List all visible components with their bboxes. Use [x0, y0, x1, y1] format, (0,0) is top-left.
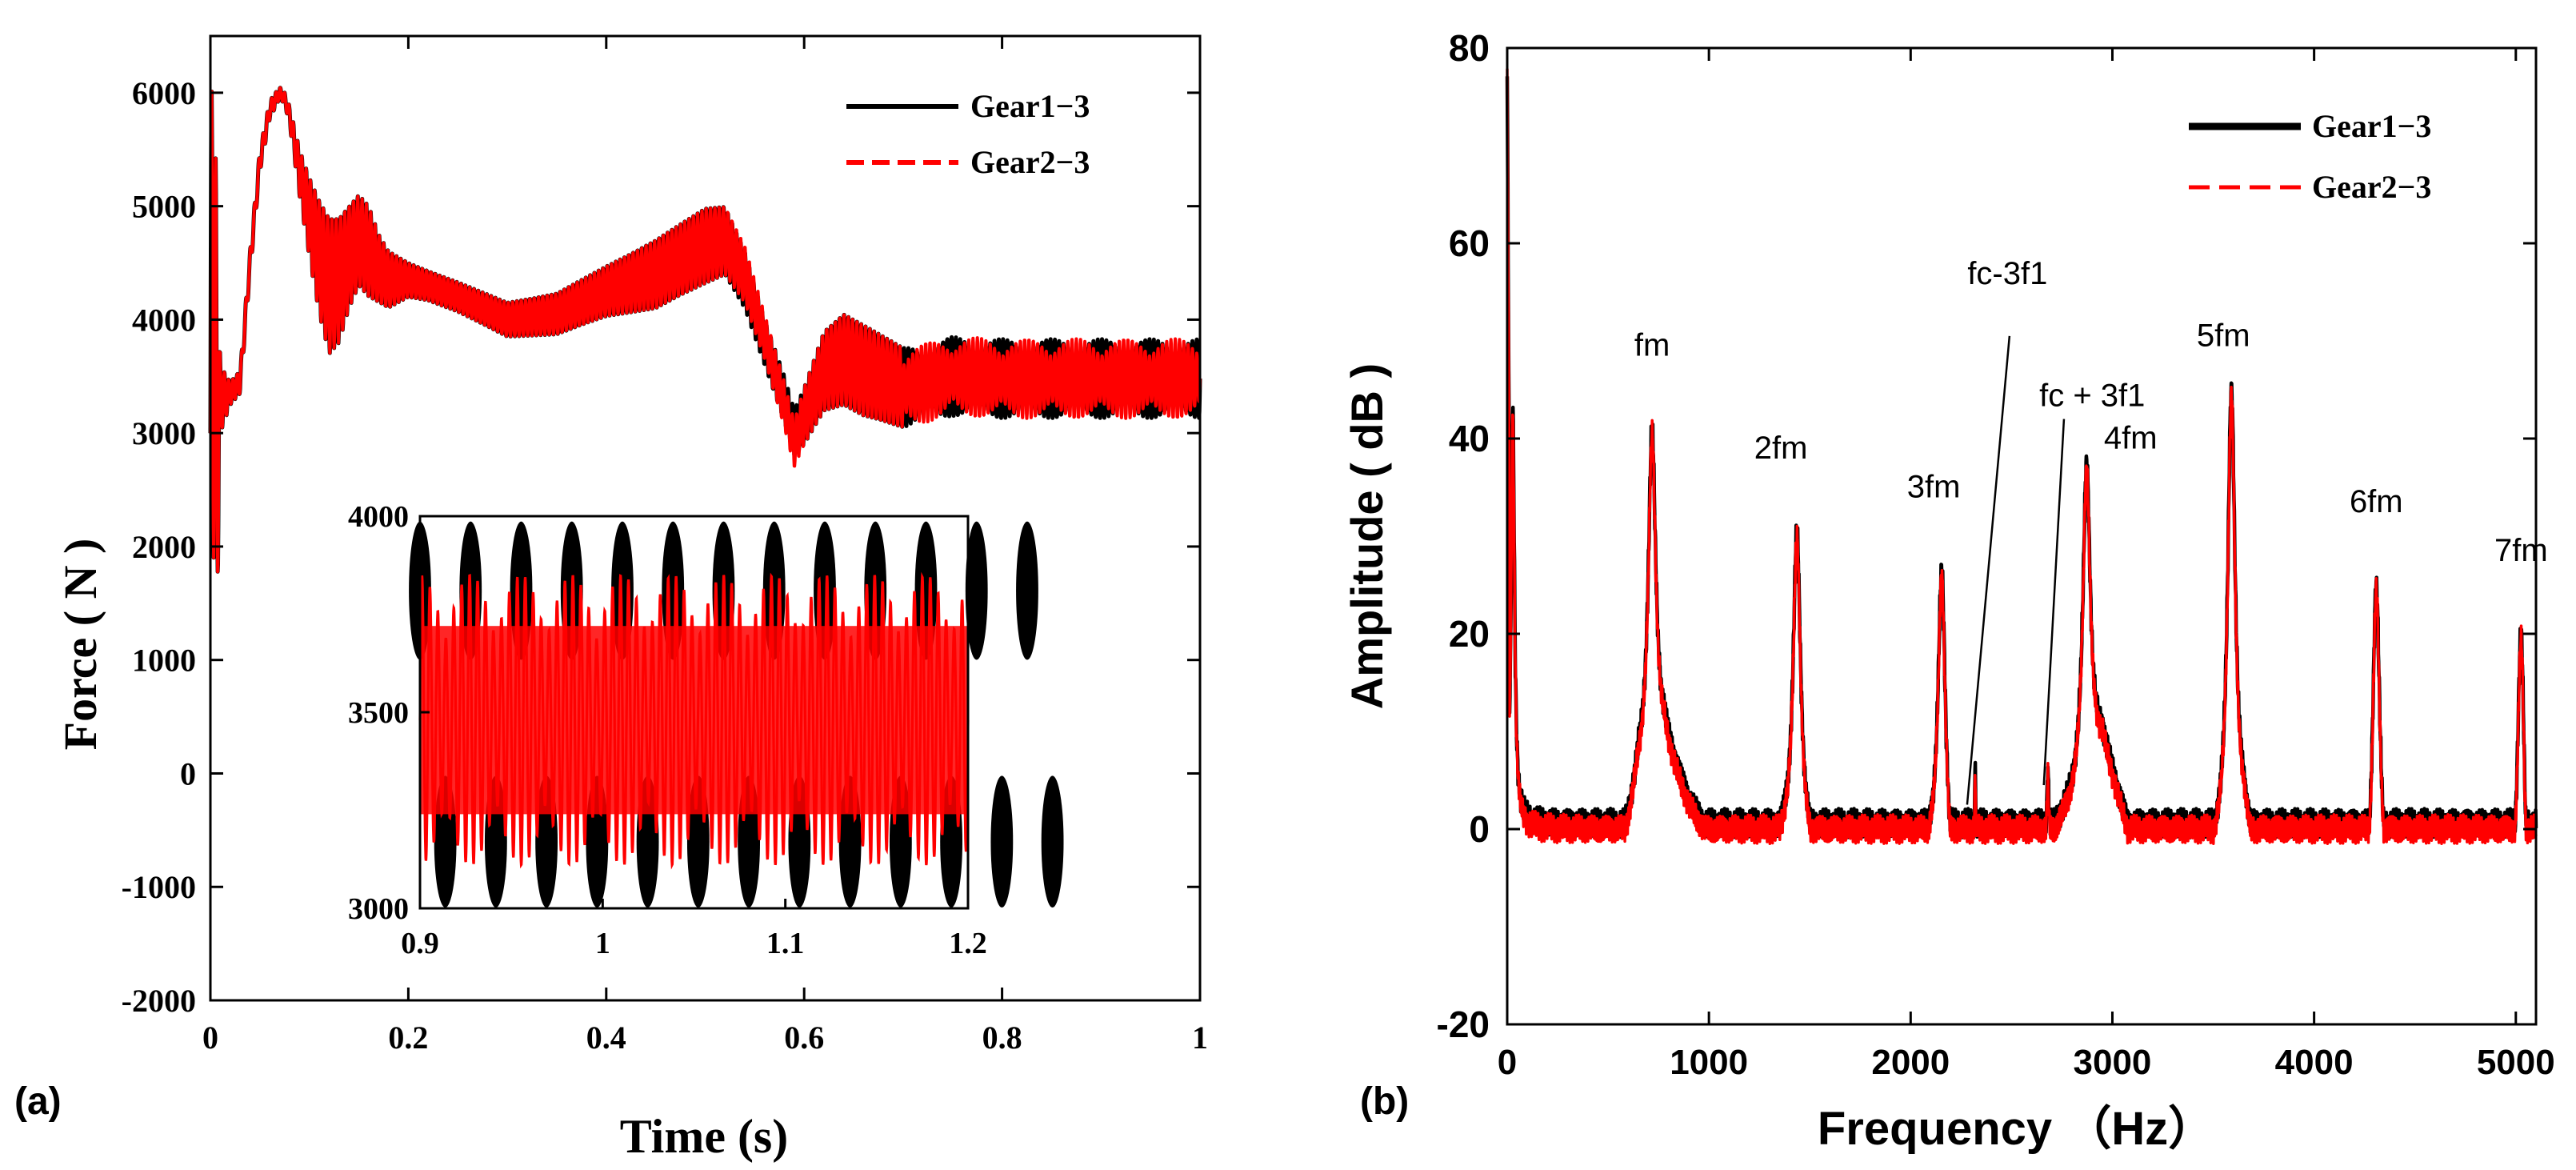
y-tick-label: 80 [1449, 27, 1490, 69]
y-tick-label: 2000 [132, 529, 196, 565]
panel-a-label: (a) [14, 1080, 62, 1123]
y-tick-label: 3000 [132, 415, 196, 451]
y-tick-label: -20 [1437, 1004, 1490, 1045]
x-tick-label: 0.4 [586, 1020, 626, 1056]
panel-b-ylabel: Amplitude ( dB ) [1342, 363, 1392, 709]
y-tick-label: 40 [1449, 418, 1490, 459]
inset-series-group [409, 521, 1064, 908]
y-tick-label: 0 [180, 755, 196, 791]
panel-b-xlabel: Frequency （Hz） [1818, 1103, 2214, 1155]
y-tick-label: 4000 [132, 302, 196, 338]
panel-b-axes-box [1506, 46, 2538, 1026]
y-tick-label: 0 [1469, 808, 1490, 850]
sideband-label-fc-3f1: fc-3f1 [1967, 256, 2047, 291]
panel-a-ticks: 0 0.2 0.4 0.6 0.8 1 -2000 -1000 0 1000 2000 3000 400… [122, 36, 1208, 1056]
panel-b-label: (b) [1360, 1080, 1409, 1123]
y-tick-label: 20 [1449, 613, 1490, 655]
inset-x-tick-label: 1 [595, 927, 610, 960]
legend-gear2-label: Gear2−3 [2312, 169, 2431, 205]
sideband-leader-line [1966, 335, 2011, 805]
inset-y-tick-label: 3500 [348, 696, 409, 730]
force-line-gear2 [209, 86, 1202, 574]
inset-y-tick-label: 3000 [348, 892, 409, 926]
y-tick-label: -2000 [122, 983, 196, 1019]
x-tick-label: 1 [1192, 1020, 1208, 1056]
legend-gear2-label: Gear2−3 [970, 144, 1090, 180]
peak-label-7fm: 7fm [2494, 533, 2548, 568]
x-tick-label: 0.2 [388, 1020, 428, 1056]
inset-black-lobe-top [1016, 521, 1038, 660]
inset-y-tick-label: 4000 [348, 500, 409, 534]
x-tick-label: 4000 [2275, 1043, 2354, 1082]
panel-a-xlabel: Time (s) [620, 1110, 789, 1163]
x-tick-label: 0 [1498, 1043, 1517, 1082]
inset-black-lobe-bottom [990, 775, 1014, 908]
y-tick-label: 5000 [132, 189, 196, 225]
peak-label-6fm: 6fm [2350, 484, 2403, 519]
inset-x-tick-label: 1.2 [949, 927, 987, 960]
peak-label-fm: fm [1634, 328, 1670, 363]
force-series-group [208, 86, 1202, 574]
y-tick-label: -1000 [122, 869, 196, 905]
peak-label-5fm: 5fm [2197, 319, 2250, 354]
inset-zoom: 0.9 1 1.1 1.2 3000 3500 4000 [348, 500, 1064, 960]
x-tick-label: 1000 [1670, 1043, 1748, 1082]
y-tick-label: 60 [1449, 222, 1490, 264]
spectrum-series-group [1505, 68, 2538, 845]
peak-label-3fm: 3fm [1907, 470, 1961, 505]
panel-a: 0 0.2 0.4 0.6 0.8 1 -2000 -1000 0 1000 2000 3000 400… [14, 34, 1208, 1163]
y-tick-label: 1000 [132, 643, 196, 679]
inset-red-core [420, 626, 968, 815]
x-tick-label: 3000 [2074, 1043, 2152, 1082]
x-tick-label: 0.6 [784, 1020, 824, 1056]
sideband-label-fc+3f1: fc + 3f1 [2039, 378, 2145, 413]
inset-black-lobe-bottom [1041, 775, 1064, 908]
legend-gear1-label: Gear1−3 [970, 88, 1090, 124]
x-tick-label: 2000 [1871, 1043, 1950, 1082]
x-tick-label: 0.8 [982, 1020, 1022, 1056]
inset-x-tick-label: 0.9 [401, 927, 439, 960]
spectrum-line-gear2 [1506, 68, 2538, 845]
sideband-leader-line [2042, 419, 2066, 786]
inset-x-tick-label: 1.1 [766, 927, 805, 960]
panel-b-legend: Gear1−3 Gear2−3 [2189, 108, 2431, 205]
y-tick-label: 6000 [132, 75, 196, 111]
peak-annotations: fm 2fm 3fm 4fm 5fm 6fm 7fm fc-3f1 fc + 3f1 [1634, 256, 2548, 805]
peak-label-2fm: 2fm [1754, 431, 1808, 466]
x-tick-label: 0 [202, 1020, 218, 1056]
legend-gear1-label: Gear1−3 [2312, 108, 2431, 144]
inset-ticks: 0.9 1 1.1 1.2 3000 3500 4000 [348, 500, 987, 960]
panel-a-ylabel: Force ( N ) [54, 539, 106, 751]
panel-a-legend: Gear1−3 Gear2−3 [846, 88, 1090, 180]
inset-black-lobe-top [965, 521, 988, 660]
panel-a-axes-box [209, 34, 1202, 1002]
peak-label-4fm: 4fm [2104, 421, 2158, 456]
x-tick-label: 5000 [2477, 1043, 2555, 1082]
